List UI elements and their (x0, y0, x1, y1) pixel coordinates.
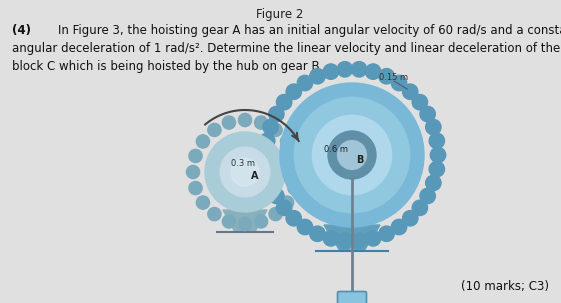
Circle shape (263, 119, 278, 135)
Circle shape (310, 226, 325, 241)
Circle shape (412, 95, 427, 110)
Circle shape (337, 233, 353, 248)
Circle shape (297, 75, 312, 91)
Circle shape (196, 196, 209, 209)
Text: B: B (356, 155, 364, 165)
Circle shape (328, 131, 376, 179)
Text: angular deceleration of 1 rad/s². Determine the linear velocity and linear decel: angular deceleration of 1 rad/s². Determ… (12, 42, 560, 55)
Circle shape (238, 217, 251, 231)
Circle shape (392, 75, 407, 91)
Circle shape (260, 161, 275, 177)
Circle shape (429, 133, 444, 148)
Circle shape (269, 106, 284, 122)
Text: Figure 2: Figure 2 (256, 8, 304, 21)
Circle shape (189, 181, 202, 195)
Circle shape (323, 231, 339, 246)
Circle shape (258, 147, 274, 163)
Circle shape (312, 115, 392, 195)
Circle shape (186, 165, 200, 178)
Text: A: A (251, 171, 259, 181)
Circle shape (280, 135, 293, 148)
Circle shape (338, 141, 366, 169)
Circle shape (260, 133, 275, 148)
Polygon shape (324, 225, 360, 251)
Circle shape (208, 208, 221, 221)
Circle shape (231, 158, 259, 186)
Circle shape (323, 64, 339, 79)
Circle shape (337, 62, 353, 77)
Text: In Figure 3, the hoisting gear A has an initial angular velocity of 60 rad/s and: In Figure 3, the hoisting gear A has an … (58, 24, 561, 37)
Circle shape (420, 188, 435, 204)
Circle shape (379, 68, 394, 84)
Circle shape (426, 175, 441, 191)
Circle shape (430, 147, 445, 163)
Circle shape (330, 133, 374, 177)
Circle shape (263, 175, 278, 191)
Circle shape (277, 200, 292, 215)
Circle shape (310, 68, 325, 84)
Circle shape (220, 147, 270, 197)
Circle shape (222, 215, 236, 228)
Circle shape (280, 196, 293, 209)
Circle shape (351, 233, 367, 248)
Circle shape (280, 83, 424, 227)
Circle shape (426, 119, 441, 135)
Circle shape (286, 84, 301, 99)
Circle shape (189, 149, 202, 162)
Circle shape (403, 211, 418, 226)
Circle shape (269, 123, 282, 137)
Circle shape (205, 132, 285, 212)
Text: (4): (4) (12, 24, 31, 37)
Polygon shape (240, 210, 267, 232)
Circle shape (286, 211, 301, 226)
Circle shape (429, 161, 444, 177)
Circle shape (295, 97, 410, 213)
Text: block C which is being hoisted by the hub on gear B.: block C which is being hoisted by the hu… (12, 60, 323, 73)
Circle shape (365, 64, 381, 79)
Circle shape (297, 219, 312, 235)
Polygon shape (344, 225, 380, 251)
Circle shape (412, 200, 427, 215)
Text: 0.3 m: 0.3 m (231, 159, 255, 168)
Circle shape (269, 208, 282, 221)
Text: 0.6 m: 0.6 m (324, 145, 348, 154)
Circle shape (379, 226, 394, 241)
Circle shape (403, 84, 418, 99)
Circle shape (277, 95, 292, 110)
Circle shape (238, 113, 251, 127)
Circle shape (255, 215, 268, 228)
Circle shape (269, 188, 284, 204)
Circle shape (222, 116, 236, 129)
Text: (10 marks; C3): (10 marks; C3) (461, 280, 549, 293)
Circle shape (288, 149, 301, 162)
Circle shape (365, 231, 381, 246)
Circle shape (196, 135, 209, 148)
Polygon shape (223, 210, 250, 232)
Circle shape (392, 219, 407, 235)
Circle shape (351, 62, 367, 77)
Circle shape (288, 181, 301, 195)
Text: 0.15 m: 0.15 m (379, 72, 408, 82)
FancyBboxPatch shape (338, 291, 366, 303)
Circle shape (208, 123, 221, 137)
Circle shape (291, 165, 304, 178)
Circle shape (420, 106, 435, 122)
Circle shape (255, 116, 268, 129)
